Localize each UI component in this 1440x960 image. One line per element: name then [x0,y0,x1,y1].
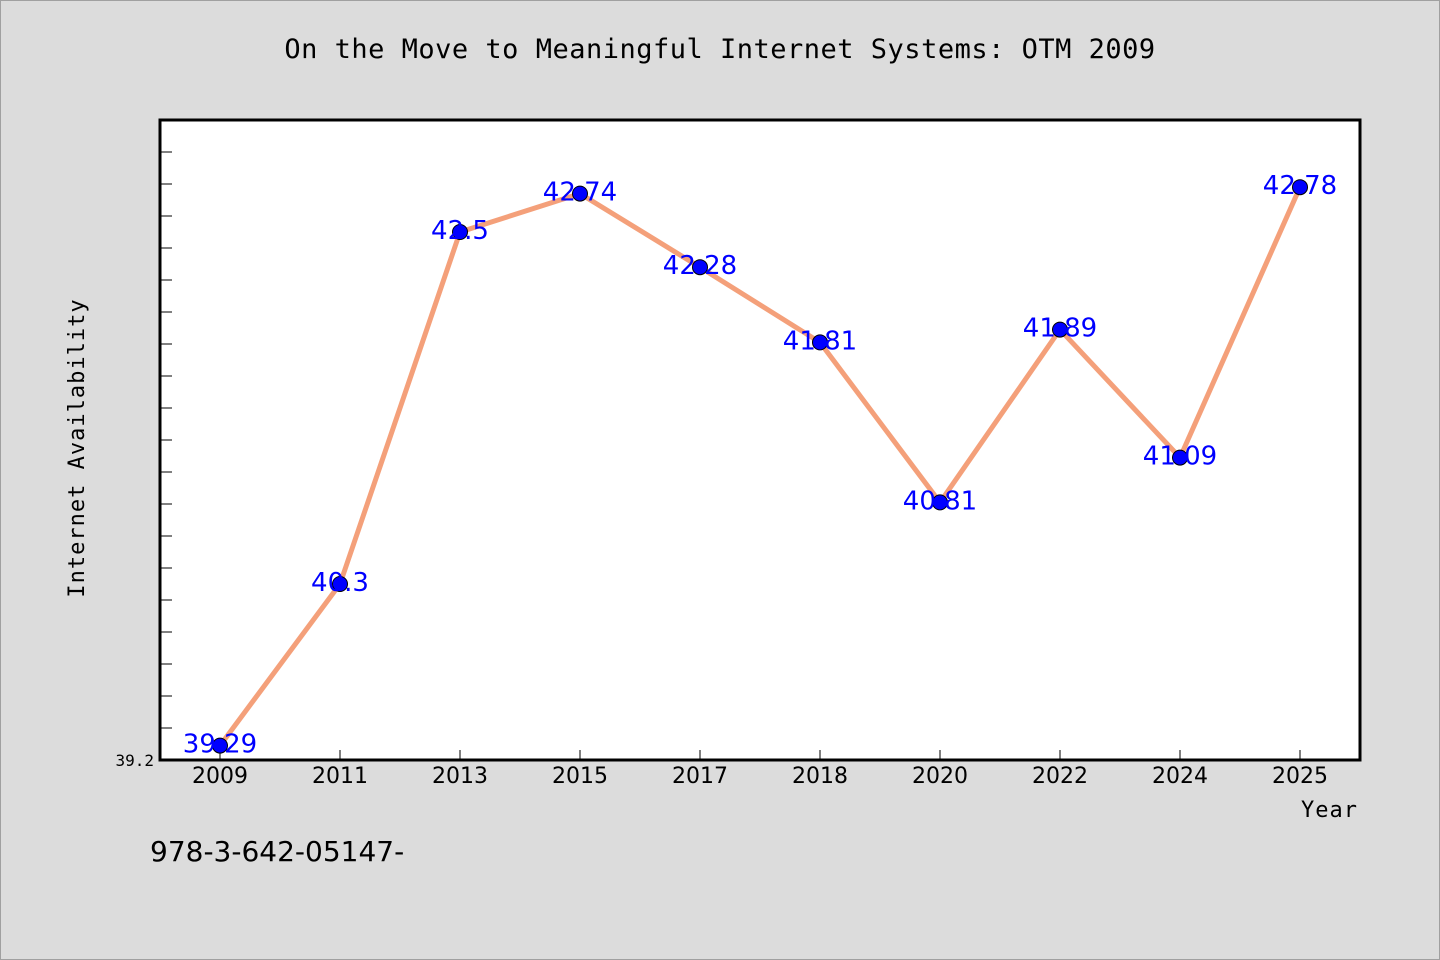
data-label: 41.89 [1023,314,1097,344]
y-tick-label: 39.2 [115,751,154,770]
data-point [1292,179,1308,196]
data-label: 42.28 [663,251,737,281]
data-point [932,494,948,511]
plot-area [158,118,1362,762]
data-point [812,334,828,351]
x-tick-label: 2020 [912,764,968,789]
x-tick-label: 2015 [552,764,608,789]
data-point [1052,321,1068,338]
data-point [212,737,228,754]
y-axis-tick-labels: 39.2 [115,751,154,770]
data-point [332,576,348,592]
x-tick-label: 2009 [192,764,248,789]
data-point [572,185,588,202]
data-label: 42.5 [431,216,489,246]
data-label: 42.74 [543,178,617,208]
x-tick-label: 2011 [312,764,368,789]
data-label: 40.3 [311,568,369,598]
x-tick-label: 2024 [1152,764,1208,789]
x-tick-label: 2013 [432,764,488,789]
series-markers [212,179,1308,754]
data-label: 39.29 [183,730,257,760]
isbn-text: 978-3-642-05147- [150,835,405,868]
data-point [452,224,468,240]
x-axis-label: Year [1301,798,1358,823]
x-tick-label: 2017 [672,764,728,789]
x-tick-label: 2025 [1272,764,1328,789]
data-label: 40.81 [903,486,977,516]
data-label: 41.09 [1143,442,1217,472]
y-axis-label: Internet Availability [65,298,90,597]
x-axis-tick-labels: 2009 2011 2013 2015 2017 2018 2020 2022 2024 2025 [192,764,1328,789]
x-tick-label: 2018 [792,764,848,789]
y-axis-ticks [160,151,172,729]
series-line [217,184,1303,749]
data-label: 41.81 [783,326,857,356]
data-point [692,259,708,276]
data-label: 42.78 [1263,171,1337,201]
x-tick-label: 2022 [1032,764,1088,789]
x-axis-ticks [219,750,1301,760]
data-labels: 39.29 40.3 42.5 42.74 42.28 41.81 40.81 41.89 41… [183,171,1337,759]
chart-title: On the Move to Meaningful Internet Syste… [284,34,1156,65]
data-point [1172,449,1188,466]
